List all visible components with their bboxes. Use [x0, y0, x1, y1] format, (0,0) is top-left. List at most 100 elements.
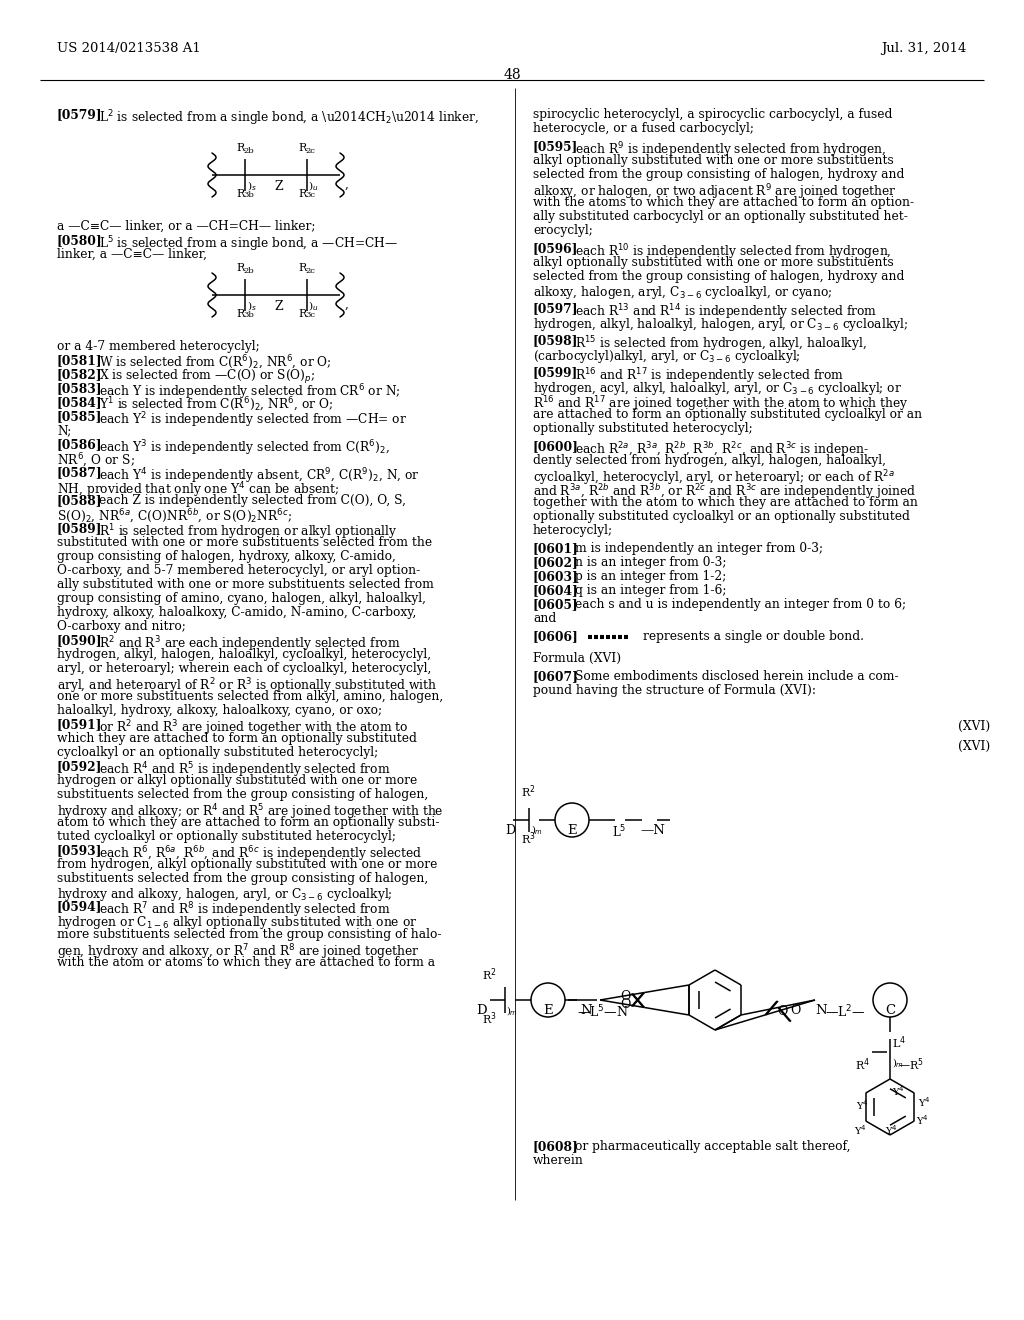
Text: with the atom or atoms to which they are attached to form a: with the atom or atoms to which they are…: [57, 956, 435, 969]
Text: m is independently an integer from 0-3;: m is independently an integer from 0-3;: [575, 543, 823, 554]
Text: [0590]: [0590]: [57, 634, 102, 647]
Text: )$_u$: )$_u$: [308, 180, 318, 193]
Text: )$_s$: )$_s$: [247, 300, 257, 313]
Text: R$^2$ and R$^3$ are each independently selected from: R$^2$ and R$^3$ are each independently s…: [99, 634, 400, 653]
Text: Z: Z: [274, 300, 283, 313]
Text: are attached to form an optionally substituted cycloalkyl or an: are attached to form an optionally subst…: [534, 408, 923, 421]
Text: —L$^5$—N: —L$^5$—N: [577, 1005, 629, 1020]
Text: —N: —N: [640, 824, 665, 837]
Text: which they are attached to form an optionally substituted: which they are attached to form an optio…: [57, 733, 417, 744]
Text: aryl, or heteroaryl; wherein each of cycloalkyl, heterocyclyl,: aryl, or heteroaryl; wherein each of cyc…: [57, 663, 431, 675]
Text: [0595]: [0595]: [534, 140, 579, 153]
Text: O-carboxy and nitro;: O-carboxy and nitro;: [57, 620, 186, 634]
Text: 2c: 2c: [305, 147, 314, 154]
Text: R$^3$: R$^3$: [521, 830, 536, 846]
Text: R$^{15}$ is selected from hydrogen, alkyl, haloalkyl,: R$^{15}$ is selected from hydrogen, alky…: [575, 334, 867, 354]
Text: Y$^4$: Y$^4$: [854, 1123, 866, 1137]
Text: NH, provided that only one Y$^4$ can be absent;: NH, provided that only one Y$^4$ can be …: [57, 480, 340, 499]
Text: R$^1$ is selected from hydrogen or alkyl optionally: R$^1$ is selected from hydrogen or alkyl…: [99, 521, 397, 541]
Text: L$^5$: L$^5$: [612, 824, 627, 841]
Text: each R$^9$ is independently selected from hydrogen,: each R$^9$ is independently selected fro…: [575, 140, 886, 160]
Text: )$_m$: )$_m$: [506, 1005, 518, 1018]
Text: 2c: 2c: [305, 267, 314, 275]
Text: q is an integer from 1-6;: q is an integer from 1-6;: [575, 583, 726, 597]
Text: each R$^{10}$ is independently selected from hydrogen,: each R$^{10}$ is independently selected …: [575, 242, 892, 261]
Text: R: R: [298, 263, 306, 273]
Text: each R$^6$, R$^{6a}$, R$^{6b}$, and R$^{6c}$ is independently selected: each R$^6$, R$^{6a}$, R$^{6b}$, and R$^{…: [99, 843, 422, 863]
Text: linker, a —C≡C— linker,: linker, a —C≡C— linker,: [57, 248, 207, 261]
Text: [0596]: [0596]: [534, 242, 579, 255]
Text: a —C≡C— linker, or a —CH=CH— linker;: a —C≡C— linker, or a —CH=CH— linker;: [57, 220, 315, 234]
Text: [0605]: [0605]: [534, 598, 579, 611]
Text: [0584]: [0584]: [57, 396, 102, 409]
Text: ally substituted carbocyclyl or an optionally substituted het-: ally substituted carbocyclyl or an optio…: [534, 210, 908, 223]
Text: selected from the group consisting of halogen, hydroxy and: selected from the group consisting of ha…: [534, 271, 904, 282]
Text: (carbocyclyl)alkyl, aryl, or C$_{3-6}$ cycloalkyl;: (carbocyclyl)alkyl, aryl, or C$_{3-6}$ c…: [534, 348, 801, 366]
Text: [0604]: [0604]: [534, 583, 579, 597]
Text: [0585]: [0585]: [57, 411, 102, 422]
Text: selected from the group consisting of halogen, hydroxy and: selected from the group consisting of ha…: [534, 168, 904, 181]
Text: [0588]: [0588]: [57, 494, 102, 507]
Text: represents a single or double bond.: represents a single or double bond.: [643, 630, 864, 643]
Text: from hydrogen, alkyl optionally substituted with one or more: from hydrogen, alkyl optionally substitu…: [57, 858, 437, 871]
Text: R: R: [236, 143, 245, 153]
Text: dently selected from hydrogen, alkyl, halogen, haloalkyl,: dently selected from hydrogen, alkyl, ha…: [534, 454, 886, 467]
Text: N: N: [581, 1005, 592, 1016]
Text: 3b: 3b: [243, 312, 254, 319]
Text: [0583]: [0583]: [57, 381, 102, 395]
Text: [0597]: [0597]: [534, 302, 579, 315]
Text: R: R: [298, 189, 306, 199]
Text: more substituents selected from the group consisting of halo-: more substituents selected from the grou…: [57, 928, 441, 941]
Text: US 2014/0213538 A1: US 2014/0213538 A1: [57, 42, 201, 55]
Text: [0603]: [0603]: [534, 570, 579, 583]
Text: W is selected from C(R$^6$)$_2$, NR$^6$, or O;: W is selected from C(R$^6$)$_2$, NR$^6$,…: [99, 354, 332, 372]
Text: group consisting of halogen, hydroxy, alkoxy, C-amido,: group consisting of halogen, hydroxy, al…: [57, 550, 396, 564]
Text: each Y$^4$ is independently absent, CR$^9$, C(R$^9$)$_2$, N, or: each Y$^4$ is independently absent, CR$^…: [99, 466, 420, 486]
Text: group consisting of amino, cyano, halogen, alkyl, haloalkyl,: group consisting of amino, cyano, haloge…: [57, 591, 426, 605]
Text: haloalkyl, hydroxy, alkoxy, haloalkoxy, cyano, or oxo;: haloalkyl, hydroxy, alkoxy, haloalkoxy, …: [57, 704, 382, 717]
Text: atom to which they are attached to form an optionally substi-: atom to which they are attached to form …: [57, 816, 439, 829]
Text: R$^2$: R$^2$: [521, 783, 536, 800]
Text: [0581]: [0581]: [57, 354, 102, 367]
Text: O: O: [621, 990, 631, 1002]
Text: 3c: 3c: [305, 312, 315, 319]
Text: hydroxy and alkoxy, halogen, aryl, or C$_{3-6}$ cycloalkyl;: hydroxy and alkoxy, halogen, aryl, or C$…: [57, 886, 393, 903]
Text: gen, hydroxy and alkoxy, or R$^7$ and R$^8$ are joined together: gen, hydroxy and alkoxy, or R$^7$ and R$…: [57, 942, 420, 961]
Text: L$^2$ is selected from a single bond, a \u2014CH$_2$\u2014 linker,: L$^2$ is selected from a single bond, a …: [99, 108, 479, 128]
Text: erocyclyl;: erocyclyl;: [534, 224, 593, 238]
Text: heterocycle, or a fused carbocyclyl;: heterocycle, or a fused carbocyclyl;: [534, 121, 754, 135]
Text: D: D: [505, 824, 515, 837]
Text: 2b: 2b: [243, 147, 254, 154]
Text: or pharmaceutically acceptable salt thereof,: or pharmaceutically acceptable salt ther…: [575, 1140, 851, 1152]
Text: [0600]: [0600]: [534, 440, 579, 453]
Text: wherein: wherein: [534, 1154, 584, 1167]
Text: aryl, and heteroaryl of R$^2$ or R$^3$ is optionally substituted with: aryl, and heteroaryl of R$^2$ or R$^3$ i…: [57, 676, 437, 696]
Text: hydrogen or C$_{1-6}$ alkyl optionally substituted with one or: hydrogen or C$_{1-6}$ alkyl optionally s…: [57, 913, 418, 931]
Text: each Z is independently selected from C(O), O, S,: each Z is independently selected from C(…: [99, 494, 406, 507]
Text: O: O: [790, 1005, 800, 1018]
Text: Some embodiments disclosed herein include a com-: Some embodiments disclosed herein includ…: [575, 671, 899, 682]
Text: [0594]: [0594]: [57, 900, 102, 913]
Text: Y$^4$: Y$^4$: [892, 1084, 904, 1098]
Text: each Y is independently selected from CR$^6$ or N;: each Y is independently selected from CR…: [99, 381, 400, 401]
Text: each R$^{13}$ and R$^{14}$ is independently selected from: each R$^{13}$ and R$^{14}$ is independen…: [575, 302, 878, 322]
Text: R: R: [236, 189, 245, 199]
Text: hydrogen, alkyl, haloalkyl, halogen, aryl, or C$_{3-6}$ cycloalkyl;: hydrogen, alkyl, haloalkyl, halogen, ary…: [534, 315, 908, 333]
Text: X is selected from —C(O) or S(O)$_p$;: X is selected from —C(O) or S(O)$_p$;: [99, 368, 315, 385]
Text: tuted cycloalkyl or optionally substituted heterocyclyl;: tuted cycloalkyl or optionally substitut…: [57, 830, 396, 843]
Text: [0580]: [0580]: [57, 234, 102, 247]
Text: E: E: [567, 824, 577, 837]
Text: 3c: 3c: [305, 191, 315, 199]
Text: [0601]: [0601]: [534, 543, 579, 554]
Text: )$_u$: )$_u$: [308, 300, 318, 313]
Text: alkoxy, halogen, aryl, C$_{3-6}$ cycloalkyl, or cyano;: alkoxy, halogen, aryl, C$_{3-6}$ cycloal…: [534, 284, 833, 301]
Text: each s and u is independently an integer from 0 to 6;: each s and u is independently an integer…: [575, 598, 906, 611]
Text: optionally substituted cycloalkyl or an optionally substituted: optionally substituted cycloalkyl or an …: [534, 510, 910, 523]
Text: [0602]: [0602]: [534, 556, 579, 569]
Text: n is an integer from 0-3;: n is an integer from 0-3;: [575, 556, 726, 569]
Text: ,: ,: [345, 298, 349, 312]
Text: spirocyclic heterocyclyl, a spirocyclic carbocyclyl, a fused: spirocyclic heterocyclyl, a spirocyclic …: [534, 108, 892, 121]
Text: 48: 48: [503, 69, 521, 82]
Text: or R$^2$ and R$^3$ are joined together with the atom to: or R$^2$ and R$^3$ are joined together w…: [99, 718, 409, 738]
Text: N;: N;: [57, 424, 72, 437]
